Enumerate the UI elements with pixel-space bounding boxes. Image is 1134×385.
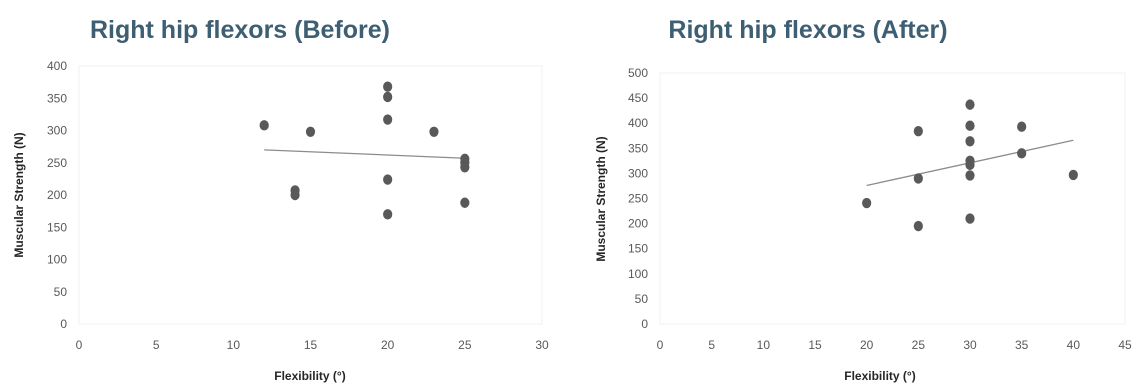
y-axis-title: Muscular Strength (N) bbox=[594, 136, 608, 261]
y-tick-label: 400 bbox=[628, 116, 648, 130]
x-tick-label: 30 bbox=[963, 338, 977, 352]
data-point bbox=[429, 126, 439, 137]
y-axis-ticks: 0 50 100 150 200 250 300 350 400 bbox=[47, 59, 67, 331]
data-point bbox=[305, 126, 316, 137]
y-tick-label: 100 bbox=[628, 267, 648, 281]
x-tick-label: 15 bbox=[808, 338, 822, 352]
y-tick-label: 300 bbox=[47, 124, 67, 138]
data-point bbox=[965, 213, 975, 224]
data-point bbox=[1068, 169, 1078, 181]
x-axis-ticks: 0 5 10 15 20 25 30 bbox=[76, 338, 549, 352]
y-tick-label: 250 bbox=[47, 156, 67, 170]
x-tick-label: 25 bbox=[458, 338, 472, 352]
x-tick-label: 0 bbox=[76, 338, 83, 352]
data-point bbox=[383, 209, 393, 220]
data-point bbox=[965, 136, 975, 147]
y-axis-title: Muscular Strength (N) bbox=[12, 132, 26, 257]
data-points bbox=[862, 99, 1078, 232]
y-tick-label: 500 bbox=[628, 66, 648, 80]
x-tick-label: 5 bbox=[153, 338, 160, 352]
trendline bbox=[264, 149, 465, 159]
y-tick-label: 400 bbox=[47, 59, 67, 73]
y-axis-ticks: 0 50 100 150 200 250 300 350 400 450 500 bbox=[628, 66, 648, 331]
x-tick-label: 5 bbox=[708, 338, 715, 352]
x-axis-ticks: 0 5 10 15 20 25 30 35 40 45 bbox=[657, 338, 1132, 352]
y-tick-label: 350 bbox=[628, 141, 648, 155]
y-tick-label: 0 bbox=[60, 317, 67, 331]
data-point bbox=[1017, 121, 1027, 132]
y-tick-label: 150 bbox=[47, 220, 67, 234]
data-point bbox=[290, 189, 300, 201]
y-tick-label: 450 bbox=[628, 91, 648, 105]
data-point bbox=[965, 99, 975, 110]
data-point bbox=[259, 120, 269, 131]
y-tick-label: 100 bbox=[47, 253, 67, 267]
x-tick-label: 10 bbox=[757, 338, 771, 352]
chart-title: Right hip flexors (Before) bbox=[90, 16, 390, 44]
y-tick-label: 200 bbox=[47, 188, 67, 202]
data-point bbox=[1017, 148, 1027, 159]
data-points bbox=[259, 81, 470, 220]
plot-area bbox=[659, 72, 1126, 325]
data-point bbox=[913, 220, 923, 232]
data-point bbox=[383, 174, 393, 185]
x-axis-title: Flexibility (°) bbox=[274, 369, 345, 383]
y-tick-label: 50 bbox=[635, 292, 649, 306]
plot-area bbox=[78, 65, 543, 325]
x-tick-label: 35 bbox=[1015, 338, 1029, 352]
data-point bbox=[965, 170, 975, 181]
data-point bbox=[965, 120, 975, 131]
x-axis-title: Flexibility (°) bbox=[844, 369, 915, 383]
chart-after: Right hip flexors (After) 05010015020025… bbox=[594, 16, 1132, 383]
data-point bbox=[965, 159, 975, 171]
x-tick-label: 20 bbox=[860, 338, 874, 352]
x-tick-label: 30 bbox=[535, 338, 549, 352]
y-tick-label: 150 bbox=[628, 242, 648, 256]
x-tick-label: 10 bbox=[227, 338, 241, 352]
data-point bbox=[460, 197, 470, 208]
x-tick-label: 40 bbox=[1067, 338, 1081, 352]
chart-title: Right hip flexors (After) bbox=[668, 16, 947, 44]
y-tick-label: 300 bbox=[628, 166, 648, 180]
data-point bbox=[460, 162, 470, 173]
data-point bbox=[913, 173, 923, 184]
data-point bbox=[383, 91, 393, 103]
y-tick-label: 50 bbox=[54, 285, 68, 299]
y-tick-label: 350 bbox=[47, 91, 67, 105]
x-tick-label: 20 bbox=[381, 338, 395, 352]
y-tick-label: 250 bbox=[628, 192, 648, 206]
chart-before: Right hip flexors (Before) 0501001502002… bbox=[12, 16, 549, 383]
y-tick-label: 200 bbox=[628, 217, 648, 231]
x-tick-label: 25 bbox=[912, 338, 926, 352]
x-tick-label: 15 bbox=[304, 338, 318, 352]
x-tick-label: 0 bbox=[657, 338, 664, 352]
y-tick-label: 0 bbox=[641, 317, 648, 331]
x-tick-label: 45 bbox=[1118, 338, 1132, 352]
data-point bbox=[383, 81, 393, 92]
data-point bbox=[383, 114, 393, 125]
data-point bbox=[913, 126, 923, 137]
data-point bbox=[862, 197, 872, 209]
